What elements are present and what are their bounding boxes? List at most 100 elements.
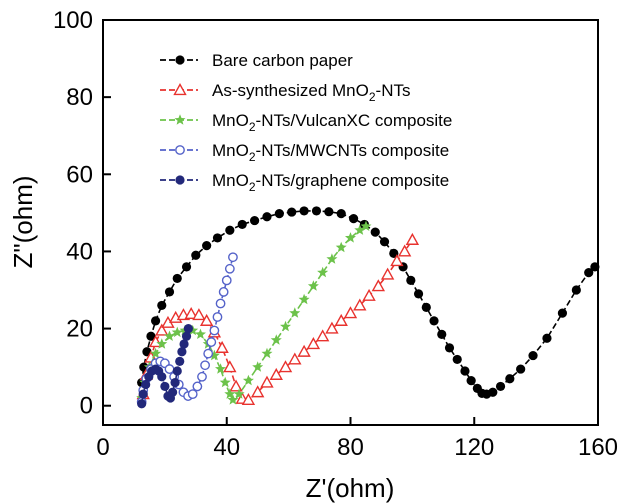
- data-point: [192, 381, 203, 392]
- data-point: [362, 288, 376, 301]
- data-point: [311, 206, 322, 216]
- x-tick-label: 160: [578, 434, 618, 461]
- legend-label-subscript: 2: [369, 90, 376, 104]
- legend-item: As-synthesized MnO2-NTs: [160, 81, 410, 104]
- x-tick-label: 0: [96, 434, 109, 461]
- data-point: [215, 340, 229, 353]
- data-point: [202, 241, 212, 251]
- y-tick-label: 40: [66, 238, 93, 265]
- data-point: [215, 298, 226, 309]
- data-point: [315, 329, 330, 342]
- data-point: [280, 320, 291, 332]
- y-tick-label: 80: [66, 84, 93, 111]
- data-point: [326, 253, 338, 264]
- data-point: [164, 330, 175, 341]
- legend-marker: [175, 55, 185, 65]
- data-point: [413, 289, 424, 299]
- data-point: [237, 219, 247, 230]
- series-4: [137, 323, 193, 409]
- data-point: [278, 360, 293, 373]
- legend-label: MnO2-NTs/MWCNTs composite: [212, 141, 449, 164]
- x-axis-ticks: 0 40 80 120 160: [96, 417, 618, 461]
- data-point: [324, 207, 334, 217]
- data-point: [289, 307, 301, 318]
- data-point: [199, 313, 214, 326]
- legend-label-subscript: 2: [249, 150, 256, 164]
- legend-label: MnO2-NTs/graphene composite: [212, 171, 449, 194]
- data-point: [250, 385, 265, 398]
- data-point: [192, 308, 206, 321]
- data-point: [379, 237, 390, 247]
- legend-label: Bare carbon paper: [212, 51, 353, 70]
- data-point: [181, 262, 192, 272]
- data-point: [164, 287, 175, 297]
- data-point: [429, 316, 439, 326]
- y-tick-label: 20: [66, 316, 93, 343]
- data-point: [380, 267, 395, 280]
- legend-label-text: -NTs/MWCNTs composite: [256, 141, 450, 160]
- data-point: [287, 207, 297, 217]
- data-point: [345, 232, 356, 243]
- data-point: [181, 331, 192, 341]
- data-point: [221, 275, 232, 286]
- data-point: [170, 377, 180, 388]
- x-tick-label: 80: [337, 434, 364, 461]
- data-point: [437, 329, 447, 339]
- y-tick-label: 60: [66, 161, 93, 188]
- data-point: [203, 348, 214, 359]
- legend-label: MnO2-NTs/VulcanXC composite: [212, 111, 452, 134]
- data-point: [171, 326, 183, 338]
- legend-label-text: MnO: [212, 171, 249, 190]
- data-point: [269, 367, 283, 380]
- legend-marker: [175, 145, 185, 155]
- data-point: [528, 350, 538, 361]
- data-point: [288, 352, 302, 365]
- data-point: [505, 374, 515, 384]
- legend-item: Bare carbon paper: [160, 51, 353, 70]
- legend-marker: [175, 175, 185, 185]
- data-point: [307, 280, 319, 291]
- legend: Bare carbon paper As-synthesized MnO2-NTs…: [160, 51, 452, 194]
- data-point: [150, 316, 161, 326]
- x-axis-title: Z'(ohm): [306, 473, 395, 503]
- data-point: [336, 209, 346, 219]
- data-point: [177, 347, 187, 357]
- data-point: [252, 361, 264, 372]
- data-point: [215, 363, 227, 374]
- data-point: [150, 347, 162, 359]
- data-point: [325, 321, 339, 334]
- legend-marker: [174, 114, 186, 125]
- data-point: [317, 266, 329, 278]
- legend-label-text: -NTs/VulcanXC composite: [256, 111, 453, 130]
- data-point: [571, 285, 581, 295]
- data-point: [225, 225, 235, 235]
- data-point: [209, 325, 220, 336]
- legend-label-text: -NTs: [376, 81, 411, 100]
- data-point: [157, 300, 167, 311]
- data-point: [212, 312, 223, 322]
- data-point: [175, 356, 185, 366]
- data-point: [370, 227, 380, 237]
- legend-label-text: MnO: [212, 111, 249, 130]
- data-point: [390, 254, 404, 267]
- data-point: [224, 263, 235, 274]
- legend-item: MnO2-NTs/VulcanXC composite: [160, 111, 452, 134]
- data-point: [242, 374, 254, 386]
- data-point: [191, 250, 201, 260]
- data-point: [261, 347, 273, 359]
- data-point: [137, 399, 147, 409]
- y-tick-label: 100: [53, 7, 93, 34]
- series-1: [136, 232, 420, 406]
- data-point: [172, 273, 182, 284]
- data-point: [460, 366, 470, 376]
- data-point: [228, 252, 238, 263]
- data-point: [335, 241, 347, 253]
- data-point: [406, 275, 416, 285]
- legend-label-text: -NTs/graphene composite: [256, 171, 450, 190]
- data-point: [184, 306, 198, 320]
- data-point: [249, 215, 260, 226]
- data-point: [590, 262, 600, 272]
- data-point: [229, 379, 243, 392]
- data-point: [495, 381, 506, 392]
- legend-label-subscript: 2: [249, 180, 256, 194]
